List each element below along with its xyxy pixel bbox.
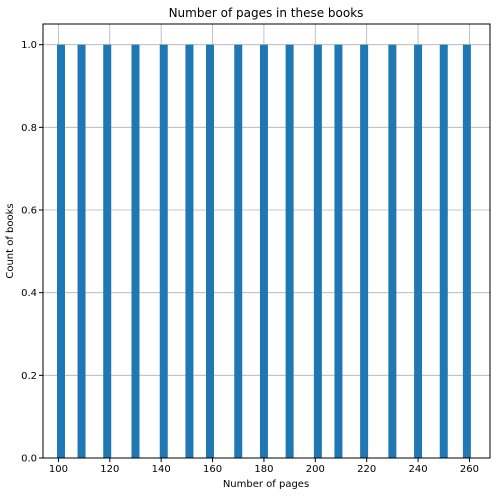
- bar-201: [313, 44, 322, 459]
- x-tick-label-5: 200: [306, 464, 325, 475]
- x-tick-label-2: 140: [152, 464, 171, 475]
- bar-159: [205, 44, 214, 459]
- x-axis-label: Number of pages: [223, 479, 309, 490]
- y-tick-label-2: 0.4: [21, 288, 37, 299]
- y-tick-label-3: 0.6: [21, 206, 37, 217]
- x-tick-label-1: 120: [100, 464, 119, 475]
- y-tick-label-1: 0.2: [21, 371, 37, 382]
- bar-170: [234, 44, 243, 459]
- plot-frame: [42, 23, 491, 459]
- bar-141: [159, 44, 168, 459]
- bar-180: [259, 44, 268, 459]
- bar-230: [388, 44, 397, 459]
- bar-259: [462, 44, 471, 459]
- bar-151: [185, 44, 194, 459]
- y-axis-label: Count of books: [5, 203, 16, 278]
- bar-209: [334, 44, 343, 459]
- x-tick-label-4: 180: [254, 464, 273, 475]
- bar-101: [56, 44, 65, 459]
- x-tick-label-6: 220: [357, 464, 376, 475]
- bar-190: [285, 44, 294, 459]
- x-tick-label-7: 240: [409, 464, 428, 475]
- bar-119: [103, 44, 112, 459]
- bar-219: [360, 44, 369, 459]
- x-tick-label-8: 260: [460, 464, 479, 475]
- bar-109: [77, 44, 86, 459]
- y-tick-label-0: 0.0: [21, 454, 37, 465]
- bars: [56, 44, 471, 459]
- x-tick-label-0: 100: [49, 464, 68, 475]
- chart-title: Number of pages in these books: [169, 6, 364, 20]
- y-tick-label-5: 1.0: [21, 40, 37, 51]
- x-tick-label-3: 160: [203, 464, 222, 475]
- bar-250: [439, 44, 448, 459]
- ticks: 100 120 140 160 180 200 220 240 260 0.0 0.2 0.4 0.6 0…: [21, 40, 479, 475]
- y-tick-label-4: 0.8: [21, 123, 37, 134]
- bar-130: [131, 44, 140, 459]
- bar-240: [414, 44, 423, 459]
